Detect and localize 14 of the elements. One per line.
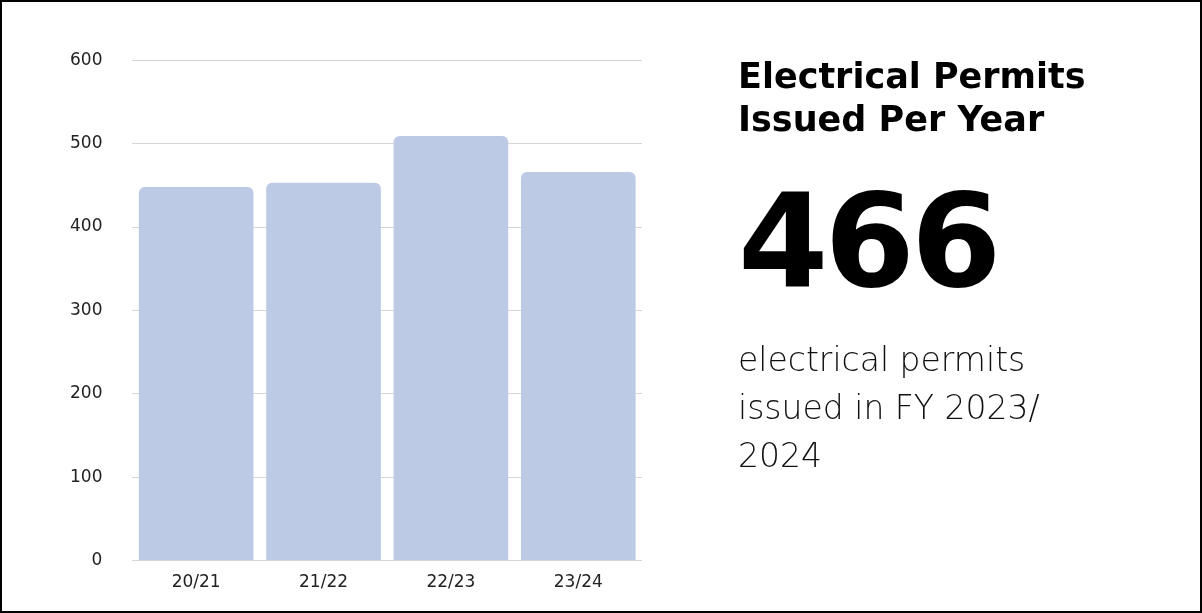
x-tick-label: 21/22 (299, 571, 349, 592)
x-tick-label: 22/23 (426, 571, 476, 592)
y-tick-label: 0 (91, 549, 103, 570)
y-tick-label: 500 (69, 132, 103, 153)
y-tick-label: 400 (69, 215, 103, 236)
y-tick-label: 100 (69, 465, 103, 486)
y-tick-label: 200 (69, 382, 103, 403)
y-tick-label: 300 (69, 298, 103, 319)
text: electrical permits issued in FY 2023/ 2024 (738, 339, 1041, 477)
text: 466 (738, 165, 999, 317)
text: Electrical Permits Issued Per Year (738, 55, 1087, 141)
y-tick-label: 600 (69, 48, 103, 69)
x-tick-label: 23/24 (553, 571, 603, 592)
x-tick-label: 20/21 (171, 571, 221, 592)
